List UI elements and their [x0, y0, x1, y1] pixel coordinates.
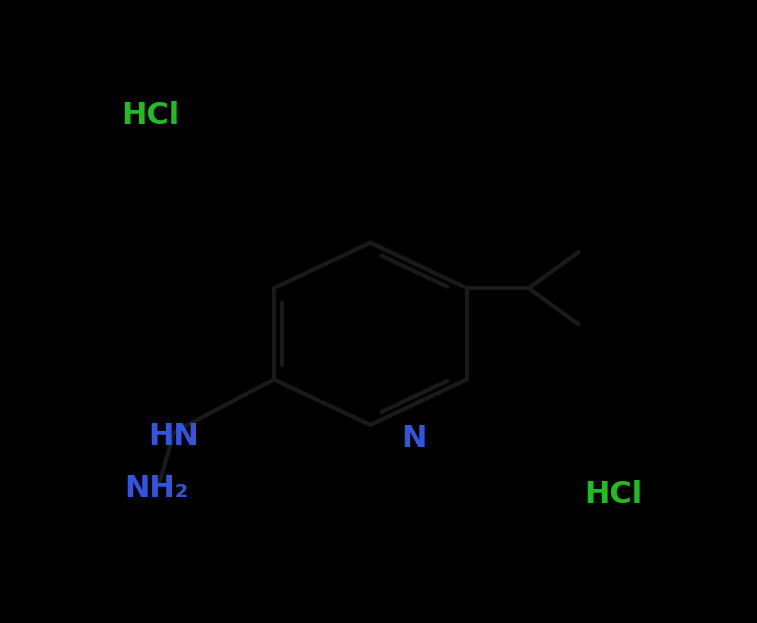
Text: HCl: HCl	[121, 101, 179, 130]
Text: HN: HN	[148, 422, 199, 452]
Text: NH₂: NH₂	[124, 473, 188, 503]
Text: HCl: HCl	[584, 480, 643, 509]
Text: N: N	[402, 424, 427, 453]
